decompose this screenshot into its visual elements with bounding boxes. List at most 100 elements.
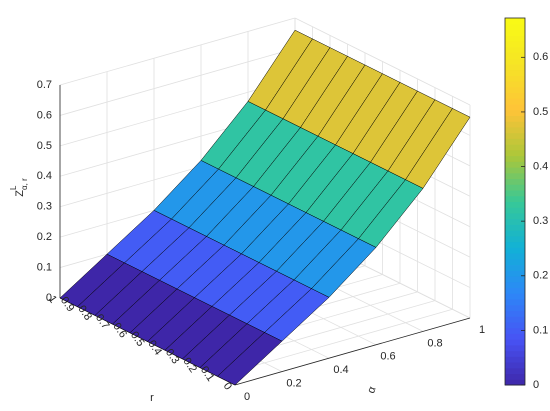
surface-face — [217, 332, 283, 386]
colorbar-swatch — [505, 362, 525, 369]
x-tick-label: 1 — [46, 293, 59, 305]
colorbar-swatch — [505, 92, 525, 99]
colorbar-swatch — [505, 253, 525, 260]
colorbar-swatch — [505, 81, 525, 88]
colorbar-swatch — [505, 373, 525, 380]
z-tick-label: 0.2 — [37, 231, 52, 243]
colorbar-tick-label: 0 — [533, 379, 539, 391]
colorbar-tick-label: 0.3 — [533, 215, 548, 227]
surface — [59, 29, 471, 386]
colorbar-swatch — [505, 144, 525, 151]
colorbar-swatch — [505, 270, 525, 277]
x-tick-label: 0 — [221, 380, 234, 392]
colorbar-swatch — [505, 344, 525, 352]
axis-labels: 00.10.20.30.40.50.60.700.10.20.30.40.50.… — [37, 79, 485, 403]
z-tick-label: 0.7 — [37, 79, 52, 91]
colorbar-swatch — [505, 52, 525, 59]
z-tick-label: 0.5 — [37, 140, 52, 152]
y-tick-label: 0 — [244, 391, 250, 403]
colorbar-swatch — [505, 207, 525, 214]
colorbar-swatch — [505, 230, 525, 237]
colorbar-swatch — [505, 178, 525, 185]
z-label-sub: α, r — [20, 178, 29, 190]
colorbar-swatch — [505, 132, 525, 139]
y-tick-label: 1 — [479, 324, 485, 336]
z-tick-label: 0 — [46, 292, 52, 304]
colorbar-swatch — [505, 379, 525, 386]
colorbar-swatch — [505, 367, 525, 375]
colorbar-swatch — [505, 333, 525, 340]
colorbar-tick-label: 0.6 — [533, 51, 548, 63]
z-tick-label: 0.3 — [37, 201, 52, 213]
colorbar-swatch — [505, 327, 525, 334]
colorbar-swatch — [505, 201, 525, 208]
colorbar-swatch — [505, 18, 525, 25]
colorbar-frame — [504, 17, 526, 386]
colorbar-swatch — [505, 258, 525, 266]
colorbar-swatch — [505, 350, 525, 357]
colorbar-swatch — [505, 138, 525, 145]
colorbar-swatch — [505, 161, 525, 168]
colorbar-swatch — [505, 247, 525, 254]
colorbar-swatch — [505, 63, 525, 71]
grid-line — [59, 48, 296, 116]
colorbar-swatch — [505, 298, 525, 306]
colorbar-swatch — [505, 287, 525, 294]
z-tick-label: 0.6 — [37, 109, 52, 121]
colorbar-swatch — [505, 190, 525, 197]
colorbar-swatch — [505, 224, 525, 231]
x-axis-label: r — [150, 392, 154, 404]
colorbar-swatch — [505, 104, 525, 111]
y-tick-label: 0.4 — [333, 364, 348, 376]
y-tick-label: 0.8 — [427, 337, 442, 349]
colorbar-swatch — [505, 212, 525, 220]
colorbar-swatch — [505, 184, 525, 191]
colorbar-swatch — [505, 115, 525, 122]
colorbar-swatch — [505, 172, 525, 180]
colorbar-tick-label: 0.5 — [533, 106, 548, 118]
z-tick-label: 0.4 — [37, 170, 52, 182]
colorbar-swatch — [505, 23, 525, 30]
colorbar-swatch — [505, 293, 525, 300]
colorbar-swatch — [505, 109, 525, 116]
colorbar-swatch — [505, 281, 525, 289]
axis-line — [234, 317, 471, 386]
colorbar-swatch — [505, 195, 525, 202]
colorbar-swatch — [505, 75, 525, 82]
z-tick-label: 0.1 — [37, 261, 52, 273]
colorbar-tick-label: 0.2 — [533, 270, 548, 282]
colorbar-swatch — [505, 121, 525, 128]
colorbar-swatch — [505, 339, 525, 346]
colorbar-swatch — [505, 218, 525, 225]
colorbar-swatch — [505, 356, 525, 363]
colorbar-swatch — [505, 29, 525, 36]
z-label-sup: L — [9, 185, 18, 190]
colorbar-swatch — [505, 241, 525, 248]
colorbar-tick-label: 0.4 — [533, 160, 548, 172]
colorbar-swatch — [505, 321, 525, 329]
colorbar-swatch — [505, 264, 525, 271]
colorbar-swatch — [505, 167, 525, 174]
colorbar: 0 0.1 0.2 0.3 0.4 0.5 0.6 — [504, 17, 548, 391]
colorbar-swatch — [505, 40, 525, 48]
colorbar-swatch — [505, 46, 525, 53]
colorbar-swatch — [505, 98, 525, 105]
y-tick-label: 0.6 — [380, 351, 395, 363]
z-axis-label: Z L α, r — [9, 178, 29, 197]
grid-line — [59, 17, 296, 86]
y-axis-label: α — [365, 384, 379, 395]
colorbar-swatch — [505, 155, 525, 162]
colorbar-swatch — [505, 316, 525, 323]
colorbar-swatch — [505, 235, 525, 243]
colorbar-swatch — [505, 126, 525, 134]
colorbar-swatch — [505, 35, 525, 42]
colorbar-swatch — [505, 86, 525, 94]
colorbar-swatch — [505, 69, 525, 76]
colorbar-swatch — [505, 58, 525, 65]
colorbar-tick-label: 0.1 — [533, 324, 548, 336]
colorbar-swatch — [505, 310, 525, 317]
colorbar-swatch — [505, 276, 525, 283]
y-tick-label: 0.2 — [286, 378, 301, 390]
z-label-main: Z — [14, 190, 26, 197]
